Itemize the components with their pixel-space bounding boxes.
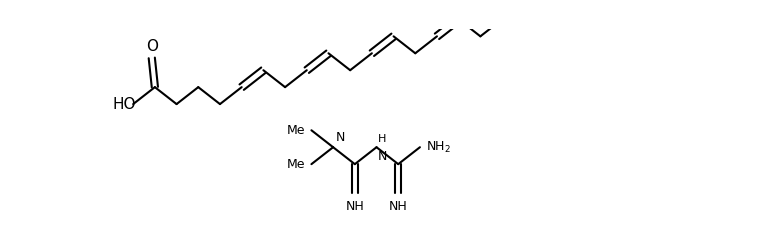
Text: H: H (378, 134, 386, 144)
Text: Me: Me (286, 158, 305, 171)
Text: Me: Me (286, 124, 305, 137)
Text: HO: HO (112, 97, 135, 111)
Text: N: N (378, 150, 388, 163)
Text: O: O (146, 39, 158, 54)
Text: NH: NH (389, 200, 408, 213)
Text: N: N (335, 131, 345, 144)
Text: NH: NH (345, 200, 365, 213)
Text: NH$_2$: NH$_2$ (426, 140, 451, 155)
